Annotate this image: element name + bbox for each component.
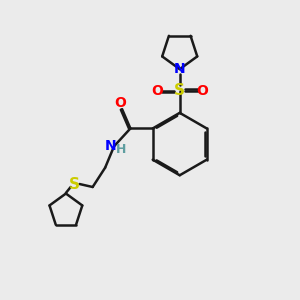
Text: O: O xyxy=(197,84,208,98)
Text: S: S xyxy=(69,176,80,191)
Text: N: N xyxy=(174,62,185,76)
Text: O: O xyxy=(115,96,127,110)
Text: H: H xyxy=(116,143,126,156)
Text: N: N xyxy=(105,139,116,153)
Text: S: S xyxy=(174,83,185,98)
Text: O: O xyxy=(151,84,163,98)
